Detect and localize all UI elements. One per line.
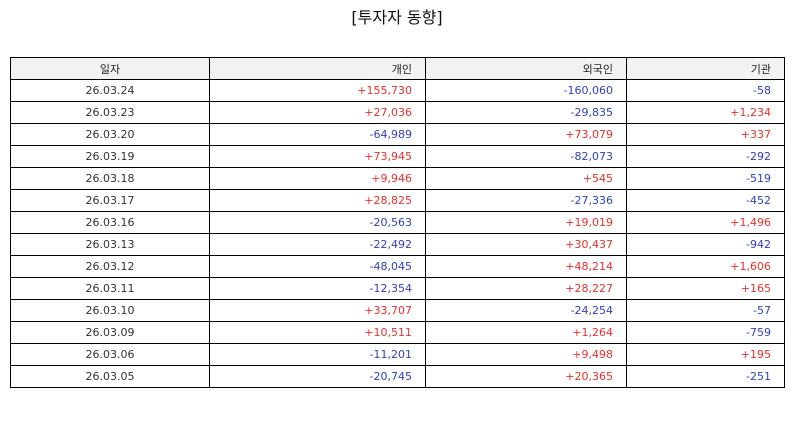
- cell-date: 26.03.10: [10, 299, 210, 322]
- cell-date: 26.03.11: [10, 277, 210, 300]
- cell-foreign: +48,214: [425, 255, 627, 278]
- investor-trend-table: 일자 개인 외국인 기관 26.03.24 +155,730 -160,060 -58…: [10, 57, 785, 388]
- cell-foreign: +73,079: [425, 123, 627, 146]
- cell-individual: -22,492: [209, 233, 426, 256]
- cell-date: 26.03.16: [10, 211, 210, 234]
- cell-date: 26.03.12: [10, 255, 210, 278]
- cell-date: 26.03.17: [10, 189, 210, 212]
- cell-individual: -48,045: [209, 255, 426, 278]
- cell-individual: -20,745: [209, 365, 426, 388]
- cell-individual: -20,563: [209, 211, 426, 234]
- header-institution: 기관: [626, 57, 785, 80]
- cell-foreign: +19,019: [425, 211, 627, 234]
- cell-date: 26.03.19: [10, 145, 210, 168]
- cell-individual: +9,946: [209, 167, 426, 190]
- table-header: 일자 개인 외국인 기관: [10, 57, 785, 80]
- cell-foreign: +20,365: [425, 365, 627, 388]
- table-row: 26.03.09 +10,511 +1,264 -759: [10, 321, 785, 344]
- table-row: 26.03.10 +33,707 -24,254 -57: [10, 299, 785, 322]
- cell-institution: -58: [626, 79, 785, 102]
- table-row: 26.03.20 -64,989 +73,079 +337: [10, 123, 785, 146]
- cell-individual: +28,825: [209, 189, 426, 212]
- cell-foreign: +545: [425, 167, 627, 190]
- table-row: 26.03.17 +28,825 -27,336 -452: [10, 189, 785, 212]
- table-row: 26.03.06 -11,201 +9,498 +195: [10, 343, 785, 366]
- cell-individual: -12,354: [209, 277, 426, 300]
- cell-institution: -57: [626, 299, 785, 322]
- cell-individual: +73,945: [209, 145, 426, 168]
- table-body: 26.03.24 +155,730 -160,060 -58 26.03.23 +27,0…: [10, 79, 785, 388]
- cell-institution: +195: [626, 343, 785, 366]
- cell-foreign: -27,336: [425, 189, 627, 212]
- header-foreign: 외국인: [425, 57, 627, 80]
- cell-institution: -251: [626, 365, 785, 388]
- cell-date: 26.03.13: [10, 233, 210, 256]
- header-individual: 개인: [209, 57, 426, 80]
- cell-foreign: -29,835: [425, 101, 627, 124]
- table-row: 26.03.16 -20,563 +19,019 +1,496: [10, 211, 785, 234]
- cell-foreign: +28,227: [425, 277, 627, 300]
- cell-foreign: -160,060: [425, 79, 627, 102]
- cell-institution: +1,496: [626, 211, 785, 234]
- cell-date: 26.03.09: [10, 321, 210, 344]
- cell-date: 26.03.20: [10, 123, 210, 146]
- cell-foreign: +1,264: [425, 321, 627, 344]
- table-row: 26.03.13 -22,492 +30,437 -942: [10, 233, 785, 256]
- cell-institution: +1,234: [626, 101, 785, 124]
- table-row: 26.03.24 +155,730 -160,060 -58: [10, 79, 785, 102]
- cell-institution: +1,606: [626, 255, 785, 278]
- cell-institution: +165: [626, 277, 785, 300]
- header-row: 일자 개인 외국인 기관: [10, 57, 785, 80]
- header-date: 일자: [10, 57, 210, 80]
- cell-foreign: +30,437: [425, 233, 627, 256]
- cell-date: 26.03.23: [10, 101, 210, 124]
- cell-institution: -519: [626, 167, 785, 190]
- cell-date: 26.03.24: [10, 79, 210, 102]
- table-row: 26.03.05 -20,745 +20,365 -251: [10, 365, 785, 388]
- cell-individual: +155,730: [209, 79, 426, 102]
- cell-date: 26.03.06: [10, 343, 210, 366]
- table-row: 26.03.11 -12,354 +28,227 +165: [10, 277, 785, 300]
- table-row: 26.03.12 -48,045 +48,214 +1,606: [10, 255, 785, 278]
- cell-foreign: +9,498: [425, 343, 627, 366]
- page-title: [투자자 동향]: [351, 8, 443, 27]
- cell-individual: -11,201: [209, 343, 426, 366]
- cell-date: 26.03.18: [10, 167, 210, 190]
- cell-institution: +337: [626, 123, 785, 146]
- cell-foreign: -24,254: [425, 299, 627, 322]
- cell-date: 26.03.05: [10, 365, 210, 388]
- cell-individual: +27,036: [209, 101, 426, 124]
- cell-individual: +33,707: [209, 299, 426, 322]
- cell-foreign: -82,073: [425, 145, 627, 168]
- cell-institution: -292: [626, 145, 785, 168]
- cell-institution: -942: [626, 233, 785, 256]
- table-row: 26.03.23 +27,036 -29,835 +1,234: [10, 101, 785, 124]
- cell-institution: -759: [626, 321, 785, 344]
- cell-individual: +10,511: [209, 321, 426, 344]
- cell-institution: -452: [626, 189, 785, 212]
- table-row: 26.03.18 +9,946 +545 -519: [10, 167, 785, 190]
- cell-individual: -64,989: [209, 123, 426, 146]
- table-row: 26.03.19 +73,945 -82,073 -292: [10, 145, 785, 168]
